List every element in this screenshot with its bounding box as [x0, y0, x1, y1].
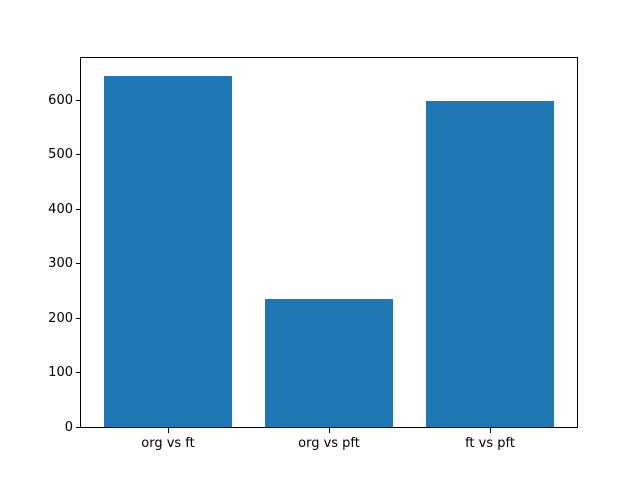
y-tick-mark: [76, 154, 81, 156]
y-tick-mark: [76, 372, 81, 373]
bar-ft-vs-pft: [425, 101, 555, 427]
y-tick-label: 500: [48, 147, 73, 163]
y-tick-label: 400: [48, 201, 73, 217]
x-tick-label: ft vs pft: [465, 436, 515, 451]
y-tick-label: 200: [48, 310, 73, 326]
y-tick-mark: [76, 317, 81, 319]
y-tick-label: 300: [48, 256, 73, 271]
y-tick-mark: [76, 208, 81, 210]
y-tick-label: 0: [64, 419, 73, 435]
plot-area: [80, 57, 578, 428]
y-tick-label: 600: [48, 92, 73, 108]
bar-org-vs-ft: [103, 75, 233, 427]
x-tick-mark: [489, 428, 491, 433]
x-tick-mark: [167, 428, 169, 433]
bar-org-vs-pft: [264, 299, 394, 427]
y-tick-mark: [76, 263, 81, 264]
y-tick-mark: [76, 99, 81, 101]
x-tick-mark: [328, 428, 330, 433]
x-tick-label: org vs ft: [141, 436, 195, 451]
y-tick-label: 100: [48, 365, 73, 380]
y-tick-mark: [76, 426, 81, 428]
x-tick-label: org vs pft: [298, 436, 360, 451]
